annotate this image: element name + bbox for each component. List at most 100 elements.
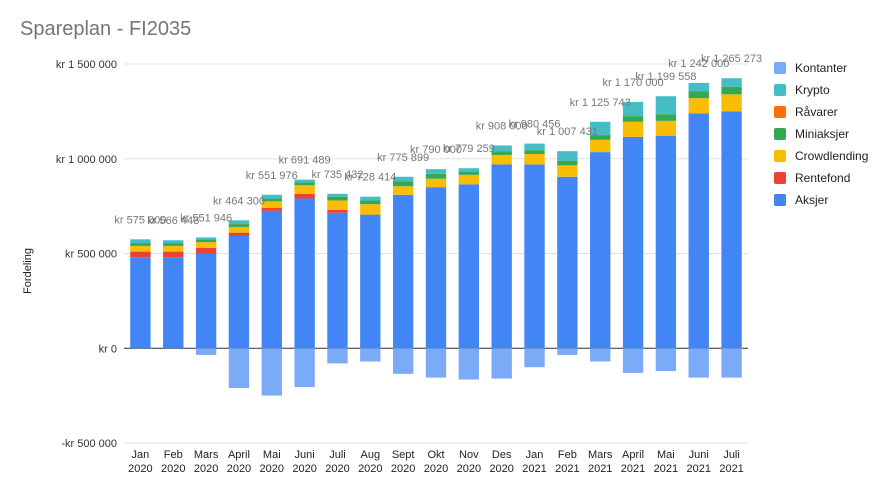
x-tick-label: Juni <box>689 449 709 461</box>
x-tick-label: Sept <box>392 449 415 461</box>
x-tick-year: 2021 <box>654 463 678 475</box>
x-tick-label: Juli <box>329 449 346 461</box>
x-tick-year: 2021 <box>686 463 710 475</box>
x-tick-label: Nov <box>459 449 479 461</box>
bar-segment-aksjer <box>622 136 644 349</box>
bar-segment-krypto <box>195 237 217 240</box>
bar-segment-krypto <box>458 168 480 173</box>
y-tick-label: kr 1 500 000 <box>56 59 117 71</box>
data-label: kr 1 242 000 <box>668 58 729 70</box>
bar-segment-kontanter <box>327 348 348 364</box>
bar-segment-rentefond <box>195 247 217 254</box>
bar-segment-krypto <box>425 169 447 174</box>
data-label: kr 1 265 273 <box>701 53 762 65</box>
bar-segment-rentefond <box>228 232 250 236</box>
legend-item: Krypto <box>774 79 868 101</box>
legend-label: Råvarer <box>795 105 838 119</box>
bar-segment-miniaksjer <box>688 91 709 99</box>
x-tick-year: 2020 <box>358 463 382 475</box>
bar-segment-crowdlending <box>655 120 677 137</box>
bar-segment-rentefond <box>261 208 282 211</box>
bar-segment-aksjer <box>294 198 315 349</box>
bar-segment-aksjer <box>524 164 545 349</box>
legend-label: Rentefond <box>795 171 851 185</box>
x-tick-year: 2020 <box>391 463 415 475</box>
x-tick-label: Mai <box>263 449 281 461</box>
bar-segment-krypto <box>130 239 151 244</box>
x-tick-label: Mai <box>657 449 675 461</box>
data-label: kr 551 976 <box>246 170 298 182</box>
bar-segment-rentefond <box>130 251 151 258</box>
bar-segment-kontanter <box>557 348 578 355</box>
legend-item: Råvarer <box>774 101 868 123</box>
bar-segment-krypto <box>491 145 512 152</box>
bar-segment-miniaksjer <box>392 181 414 187</box>
legend-swatch <box>774 194 786 206</box>
bar-segment-krypto <box>327 193 348 197</box>
bar-segment-r-varer <box>228 223 250 225</box>
legend-label: Miniaksjer <box>795 127 850 141</box>
legend-swatch <box>774 84 786 96</box>
bar-segment-krypto <box>721 78 742 87</box>
legend-swatch <box>774 172 786 184</box>
bar-segment-krypto <box>688 82 709 92</box>
legend-item: Rentefond <box>774 167 868 189</box>
bar-segment-crowdlending <box>491 154 512 165</box>
bar-segment-krypto <box>360 196 381 201</box>
x-tick-label: Aug <box>361 449 381 461</box>
bar-segment-crowdlending <box>590 139 611 153</box>
bar-segment-aksjer <box>721 111 742 349</box>
legend-item: Miniaksjer <box>774 123 868 145</box>
data-label: kr 575 000 <box>114 214 166 226</box>
x-tick-year: 2020 <box>194 463 218 475</box>
x-tick-label: April <box>228 449 250 461</box>
bar-segment-kontanter <box>195 348 217 355</box>
bar-segment-crowdlending <box>360 204 381 215</box>
bar-segment-krypto <box>163 240 184 244</box>
bar-segment-crowdlending <box>458 174 480 185</box>
bar-segment-aksjer <box>130 257 151 349</box>
bar-segment-crowdlending <box>392 186 414 195</box>
bar-segment-miniaksjer <box>425 173 447 179</box>
bar-segment-kontanter <box>261 348 282 396</box>
bar-segment-miniaksjer <box>524 150 545 155</box>
bar-segment-crowdlending <box>228 226 250 233</box>
legend-swatch <box>774 106 786 118</box>
bar-segment-kontanter <box>425 348 447 378</box>
bar-segment-crowdlending <box>130 245 151 252</box>
legend-swatch <box>774 62 786 74</box>
bar-segment-aksjer <box>425 187 447 349</box>
x-tick-year: 2021 <box>719 463 743 475</box>
bar-segment-krypto <box>655 96 677 115</box>
data-label: kr 775 899 <box>377 152 429 164</box>
x-tick-year: 2021 <box>555 463 579 475</box>
x-tick-year: 2020 <box>292 463 316 475</box>
data-label: kr 1 199 558 <box>635 71 696 83</box>
axes: -kr 500 000 kr 0 kr 500 000 kr 1 000 000 kr … <box>56 59 744 475</box>
bar-segment-crowdlending <box>195 242 217 248</box>
bar-segment-kontanter <box>360 348 381 362</box>
bar-segment-krypto <box>261 194 282 199</box>
x-tick-year: 2020 <box>128 463 152 475</box>
bar-segment-miniaksjer <box>491 151 512 155</box>
bar-segment-crowdlending <box>721 94 742 112</box>
y-tick-label: -kr 500 000 <box>61 438 117 450</box>
bar-segment-aksjer <box>261 210 282 349</box>
bar-segment-miniaksjer <box>360 200 381 205</box>
legend-label: Aksjer <box>795 193 829 207</box>
legend-swatch <box>774 150 786 162</box>
bar-segment-aksjer <box>195 253 217 349</box>
y-axis-label: Fordeling <box>22 248 34 294</box>
data-label: kr 735 432 <box>311 169 363 181</box>
legend-swatch <box>774 128 786 140</box>
bar-segment-aksjer <box>491 164 512 349</box>
x-tick-year: 2020 <box>424 463 448 475</box>
data-label: kr 1 170 000 <box>602 77 663 89</box>
legend-item: Kontanter <box>774 57 868 79</box>
bar-segment-kontanter <box>655 348 677 371</box>
bar-segment-kontanter <box>491 348 512 379</box>
bar-segment-kontanter <box>622 348 644 373</box>
y-tick-label: kr 500 000 <box>65 249 117 261</box>
legend-item: Crowdlending <box>774 145 868 167</box>
bar-segment-crowdlending <box>294 185 315 194</box>
